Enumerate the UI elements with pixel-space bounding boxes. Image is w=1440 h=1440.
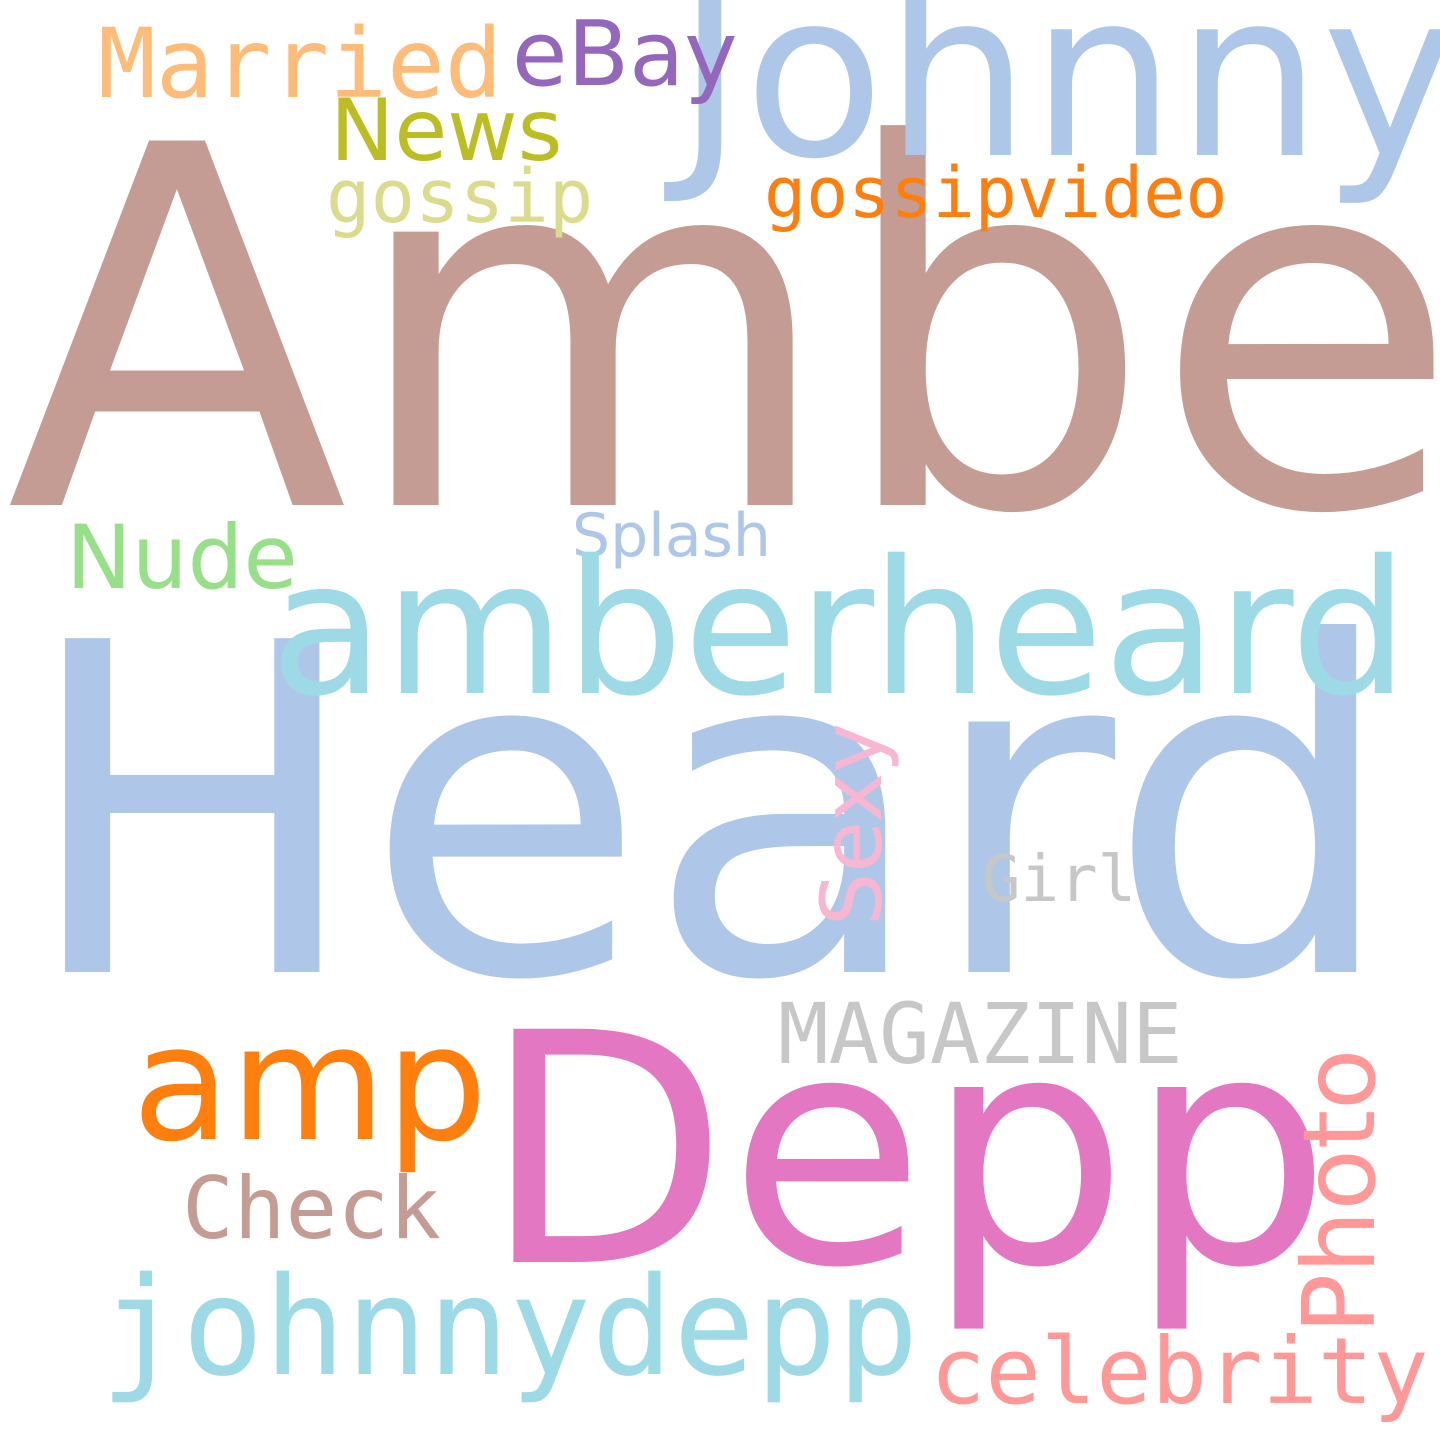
word-sexy: Sexy: [803, 723, 901, 926]
word-girl: Girl: [982, 843, 1137, 917]
word-amber: Amber: [6, 41, 1440, 623]
word-ebay: eBay: [512, 2, 738, 107]
word-amberheard: amberheard: [270, 520, 1409, 737]
word-splash: Splash: [572, 501, 771, 571]
word-photo: Photo: [1281, 1048, 1398, 1334]
word-married: Married: [98, 8, 503, 120]
word-johnnydepp: johnnydepp: [100, 1249, 919, 1407]
word-heard: Heard: [20, 548, 1398, 1081]
word-johnny: Johnny: [676, 0, 1440, 210]
word-news: News: [330, 81, 563, 181]
word-amp: amp: [132, 990, 488, 1177]
word-depp: Depp: [482, 966, 1332, 1338]
word-celebrity: celebrity: [930, 1318, 1429, 1425]
word-gossipvideo: gossipvideo: [764, 152, 1228, 234]
word-gossip: gossip: [326, 154, 594, 240]
word-nude: Nude: [66, 506, 298, 609]
word-check: Check: [182, 1159, 441, 1259]
word-magazine: MAGAZINE: [778, 985, 1183, 1083]
